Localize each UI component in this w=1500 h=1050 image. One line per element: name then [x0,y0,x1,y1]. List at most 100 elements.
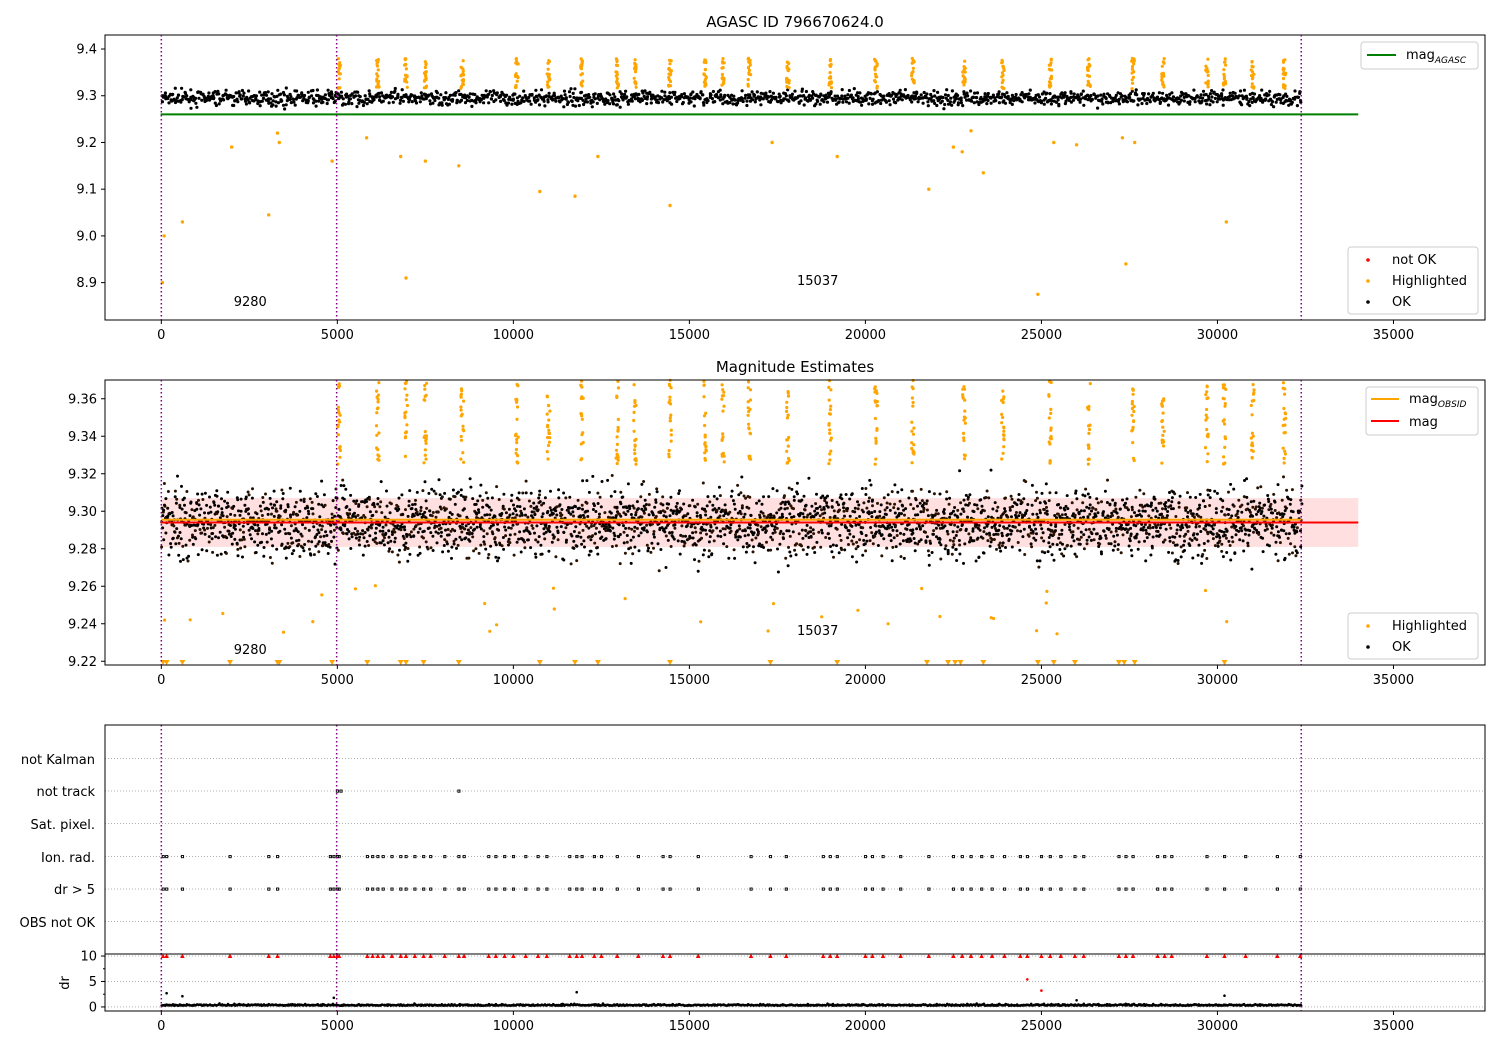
ok-point [458,514,462,518]
ok-point [786,564,790,568]
ok-point [328,545,332,549]
ok-point [1130,554,1134,558]
ok-point [1020,100,1024,104]
ok-point [950,552,954,556]
ok-point [538,489,542,493]
ok-point [1094,514,1098,518]
ok-point [363,94,367,98]
ok-point [1040,527,1044,531]
ok-point [1111,514,1114,517]
ok-point [258,90,262,94]
ok-point [440,101,444,105]
ok-point [284,545,288,549]
ok-point [968,493,972,497]
ok-point [348,512,352,516]
ok-point [664,534,668,538]
ok-point [1035,559,1039,563]
ok-point [582,102,586,107]
highlighted-point [875,75,879,79]
ok-point [425,506,429,510]
ok-point [691,90,695,94]
ok-point [302,549,306,553]
highlighted-point [338,86,342,90]
ok-point [367,89,371,93]
ok-point [409,530,413,534]
ok-point [236,547,240,551]
ok-point [1125,497,1129,501]
ok-point [408,97,412,102]
ok-point [985,94,990,98]
ok-point [574,525,578,529]
highlighted-point [573,194,577,198]
highlighted-point [1281,72,1285,76]
ok-point [738,535,742,539]
ok-point [1098,542,1102,546]
ok-point [471,497,475,501]
ok-point [644,503,648,506]
ok-point [522,99,526,103]
ok-point [627,98,631,102]
ok-point [839,493,843,497]
ok-point [898,499,902,503]
ok-point [227,529,231,533]
ok-point [264,492,267,496]
ok-point [269,97,273,101]
ok-point [919,93,923,97]
ok-point [753,561,757,565]
ok-point [560,508,564,511]
ok-point [1160,96,1164,100]
ok-point [488,513,492,517]
ok-point [380,511,384,515]
ok-point [259,509,263,513]
ok-point [509,499,513,503]
ok-point [874,530,878,534]
ok-point [307,528,311,532]
ok-point [1005,526,1009,530]
ok-point [418,551,422,555]
ok-point [593,504,596,508]
ok-point [480,93,484,97]
ok-point [549,489,552,493]
ok-point [770,524,774,528]
ok-point [785,506,789,510]
ok-point [435,541,439,545]
highlighted-point [722,80,726,84]
ok-point [727,556,731,560]
ok-point [838,534,842,537]
ok-point [1140,514,1143,518]
ok-point [1156,530,1160,533]
ok-point [384,523,388,527]
ok-point [523,94,527,98]
ok-point [1121,533,1125,537]
ok-point [389,90,393,94]
ok-point [191,533,194,537]
ok-point [1108,502,1112,506]
ok-point [572,546,576,550]
ok-point [715,526,719,530]
ok-point [484,547,488,551]
ok-point [959,528,963,531]
highlighted-point [1250,85,1254,89]
ok-point [810,504,814,508]
ok-point [528,532,532,536]
ok-point [972,510,976,514]
ok-point [275,547,279,551]
ok-point [332,528,336,532]
ok-point [203,511,206,515]
ok-point [1134,88,1138,92]
ok-point [1063,547,1067,551]
ok-point [858,91,862,95]
ok-point [585,501,589,505]
ok-point [230,542,234,546]
ok-point [1114,507,1118,511]
ok-point [822,506,826,509]
ok-point [175,527,179,531]
ok-point [1111,498,1115,502]
highlighted-point [835,154,839,159]
ok-point [412,534,416,538]
ok-point [481,505,485,509]
ok-point [469,526,473,530]
ok-point [1242,88,1246,92]
ok-point [1094,508,1098,511]
ok-point [350,102,354,106]
